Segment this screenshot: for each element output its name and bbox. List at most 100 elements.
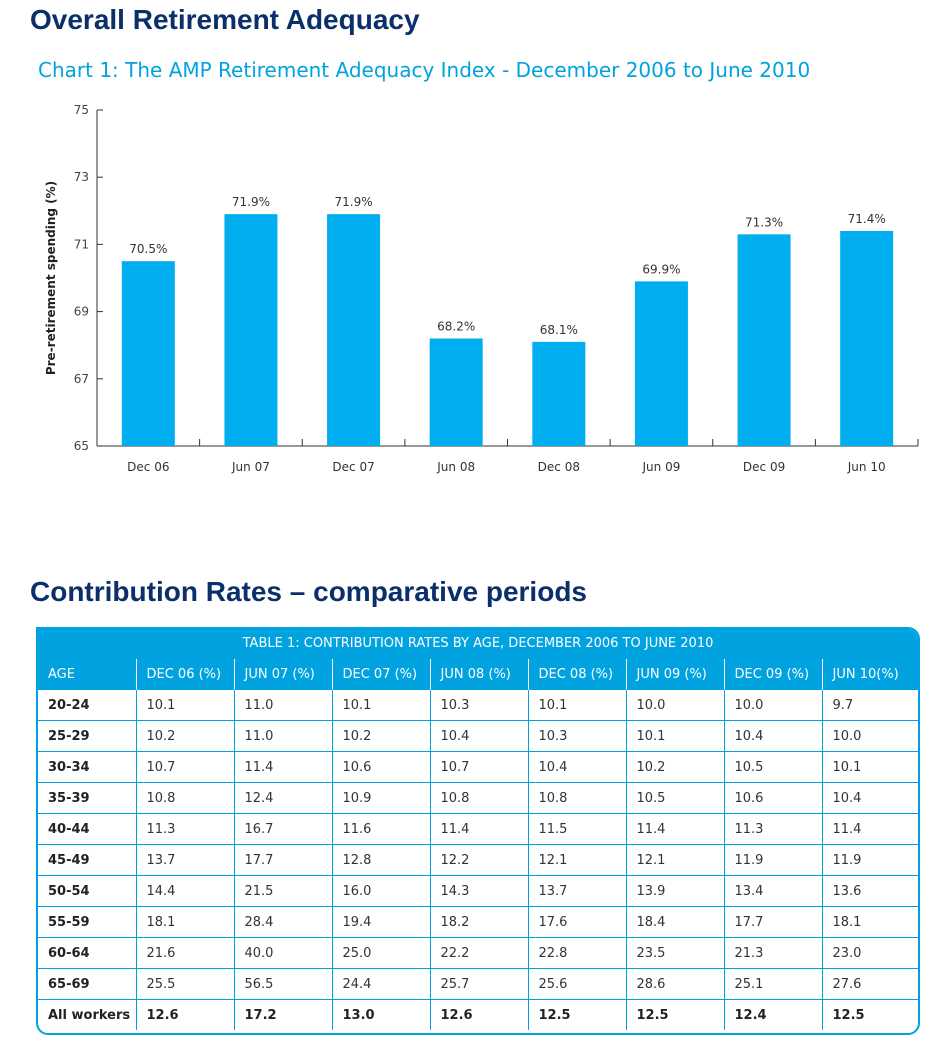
column-header: JUN 09 (%) — [626, 659, 725, 690]
table-cell: 13.9 — [626, 875, 725, 907]
table-cell: 12.5 — [626, 999, 725, 1030]
row-age-label: 20-24 — [38, 689, 137, 721]
table-cell: 25.0 — [332, 937, 431, 969]
column-header: AGE — [38, 659, 137, 690]
table-cell: 25.6 — [528, 968, 627, 1000]
table-cell: 12.5 — [822, 999, 918, 1030]
table-cell: 18.1 — [822, 906, 918, 938]
table-cell: 16.0 — [332, 875, 431, 907]
contribution-table-grid: AGE DEC 06 (%) JUN 07 (%) DEC 07 (%) JUN 08 … — [38, 659, 918, 1030]
table-cell: 18.4 — [626, 906, 725, 938]
data-label: 71.3% — [745, 215, 783, 229]
table-cell: 10.4 — [724, 720, 823, 752]
table-cell: 12.8 — [332, 844, 431, 876]
table-cell: 10.1 — [136, 689, 235, 721]
bar-jun-07 — [224, 214, 278, 446]
table-cell: 13.6 — [822, 875, 918, 907]
table-cell: 10.1 — [626, 720, 725, 752]
table-cell: 10.8 — [528, 782, 627, 814]
table-cell: 10.4 — [822, 782, 918, 814]
x-tick-label: Jun 09 — [642, 460, 681, 474]
table-row: 60-64 21.6 40.0 25.0 22.2 22.8 23.5 21.3 23.0 — [38, 937, 918, 969]
y-tick-label: 71 — [74, 237, 89, 251]
bar-dec-08 — [532, 341, 586, 446]
table-cell: 10.9 — [332, 782, 431, 814]
row-age-label: 55-59 — [38, 906, 137, 938]
table-cell: 12.6 — [430, 999, 529, 1030]
table-cell: 11.0 — [234, 689, 333, 721]
x-tick-label: Jun 08 — [436, 460, 475, 474]
table-cell: 28.4 — [234, 906, 333, 938]
y-tick-label: 67 — [74, 372, 89, 386]
x-tick-label: Dec 08 — [538, 460, 580, 474]
section-heading-contribution-rates: Contribution Rates – comparative periods — [30, 576, 587, 607]
table-cell: 12.4 — [234, 782, 333, 814]
table-cell: 12.1 — [528, 844, 627, 876]
table-cell: 18.1 — [136, 906, 235, 938]
table-cell: 25.7 — [430, 968, 529, 1000]
table-cell: 10.1 — [332, 689, 431, 721]
table-cell: 10.3 — [430, 689, 529, 721]
column-header: DEC 07 (%) — [332, 659, 431, 690]
column-header: JUN 10(%) — [822, 659, 918, 690]
table-cell: 56.5 — [234, 968, 333, 1000]
x-tick-label: Jun 07 — [231, 460, 270, 474]
table-cell: 12.1 — [626, 844, 725, 876]
table-cell: 22.2 — [430, 937, 529, 969]
row-age-label: 35-39 — [38, 782, 137, 814]
bar-dec-09 — [737, 234, 791, 446]
table-cell: 11.9 — [822, 844, 918, 876]
contribution-rates-table: TABLE 1: CONTRIBUTION RATES BY AGE, DECE… — [36, 627, 920, 1035]
column-header: JUN 08 (%) — [430, 659, 529, 690]
table-cell: 12.6 — [136, 999, 235, 1030]
table-cell: 11.5 — [528, 813, 627, 845]
table-row: 20-24 10.1 11.0 10.1 10.3 10.1 10.0 10.0 9.7 — [38, 689, 918, 721]
data-label: 69.9% — [642, 262, 680, 276]
table-cell: 13.7 — [528, 875, 627, 907]
table-cell: 11.4 — [430, 813, 529, 845]
table-cell: 10.7 — [136, 751, 235, 783]
table-cell: 10.0 — [626, 689, 725, 721]
table-cell: 40.0 — [234, 937, 333, 969]
table-cell: 11.4 — [626, 813, 725, 845]
data-label: 71.9% — [232, 195, 270, 209]
y-tick-label: 75 — [74, 103, 89, 117]
row-age-label: 25-29 — [38, 720, 137, 752]
table-cell: 17.2 — [234, 999, 333, 1030]
bar-dec-07 — [327, 214, 381, 446]
table-cell: 10.3 — [528, 720, 627, 752]
y-tick-label: 65 — [74, 439, 89, 453]
table-cell: 14.3 — [430, 875, 529, 907]
table-cell: 23.0 — [822, 937, 918, 969]
table-cell: 23.5 — [626, 937, 725, 969]
table-cell: 17.6 — [528, 906, 627, 938]
bar-jun-08 — [429, 338, 483, 446]
table-cell: 11.9 — [724, 844, 823, 876]
table-cell: 12.4 — [724, 999, 823, 1030]
table-cell: 17.7 — [234, 844, 333, 876]
table-row: All workers 12.6 17.2 13.0 12.6 12.5 12.5 12.4 1… — [38, 999, 918, 1030]
table-cell: 16.7 — [234, 813, 333, 845]
table-row: 65-69 25.5 56.5 24.4 25.7 25.6 28.6 25.1 27.6 — [38, 968, 918, 1000]
row-age-label: 40-44 — [38, 813, 137, 845]
table-cell: 11.6 — [332, 813, 431, 845]
table-cell: 10.5 — [724, 751, 823, 783]
row-age-label: All workers — [38, 999, 137, 1030]
section-heading-retirement-adequacy: Overall Retirement Adequacy — [30, 4, 420, 35]
table-cell: 12.2 — [430, 844, 529, 876]
table-row: 35-39 10.8 12.4 10.9 10.8 10.8 10.5 10.6 10.4 — [38, 782, 918, 814]
table-cell: 22.8 — [528, 937, 627, 969]
table-cell: 10.6 — [724, 782, 823, 814]
column-header: DEC 06 (%) — [136, 659, 235, 690]
table-cell: 17.7 — [724, 906, 823, 938]
data-label: 71.4% — [848, 212, 886, 226]
table-cell: 10.1 — [528, 689, 627, 721]
table-row: 55-59 18.1 28.4 19.4 18.2 17.6 18.4 17.7 18.1 — [38, 906, 918, 938]
table-body: 20-24 10.1 11.0 10.1 10.3 10.1 10.0 10.0 9.7 25-2… — [38, 689, 918, 1030]
x-tick-label: Jun 10 — [847, 460, 886, 474]
y-tick-label: 73 — [74, 170, 89, 184]
table-cell: 21.3 — [724, 937, 823, 969]
table-cell: 21.5 — [234, 875, 333, 907]
table-cell: 11.3 — [724, 813, 823, 845]
data-label: 70.5% — [129, 242, 167, 256]
